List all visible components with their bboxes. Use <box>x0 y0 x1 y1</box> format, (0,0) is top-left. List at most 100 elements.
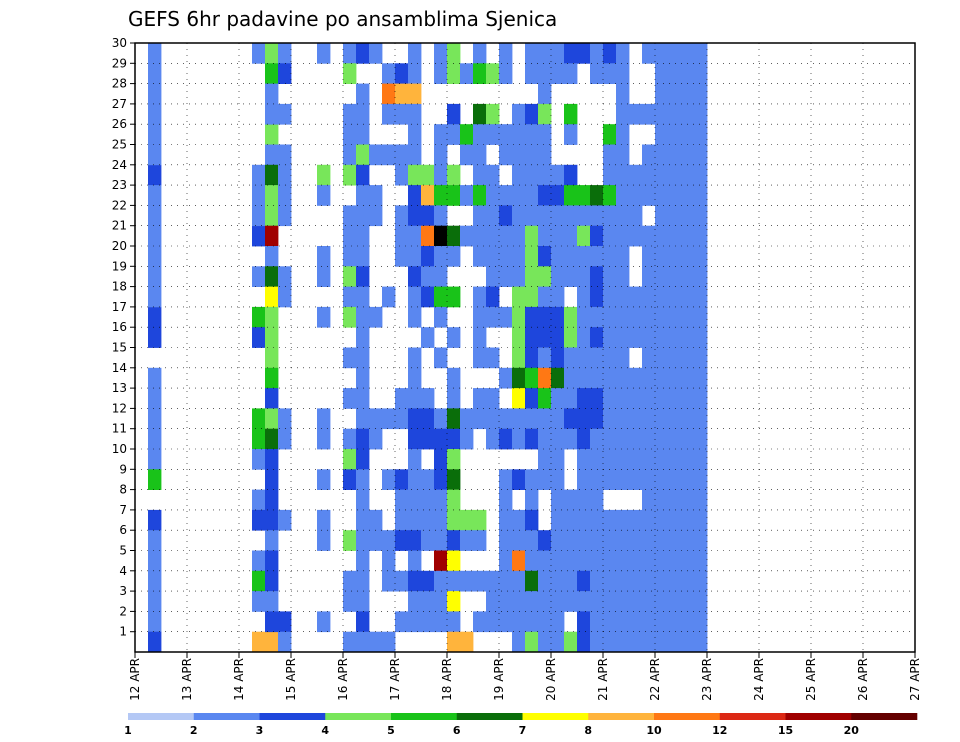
heatmap-cell <box>603 164 617 186</box>
heatmap-cell <box>343 388 357 409</box>
heatmap-cell <box>343 225 357 247</box>
x-tick-label: 14 APR <box>232 658 246 701</box>
heatmap-cell <box>317 469 331 490</box>
heatmap-cell <box>577 408 591 430</box>
heatmap-cell <box>356 43 370 64</box>
heatmap-cell <box>551 225 565 247</box>
heatmap-cell <box>408 185 422 206</box>
heatmap-cell <box>629 611 643 633</box>
heatmap-cell <box>642 327 656 348</box>
heatmap-cell <box>408 367 422 389</box>
heatmap-cell <box>317 611 331 633</box>
heatmap-cell <box>343 631 357 653</box>
heatmap-cell <box>421 570 435 592</box>
heatmap-cell <box>512 388 526 409</box>
heatmap-cell <box>577 225 591 247</box>
heatmap-cell <box>525 327 539 348</box>
heatmap-cell <box>655 306 669 328</box>
heatmap-cell <box>629 408 643 430</box>
heatmap-cell <box>590 347 604 369</box>
heatmap-cell <box>252 43 266 64</box>
x-axis-ticks: 12 APR 13 APR 14 APR 15 APR 16 APR 17 APR 18 A… <box>128 652 922 701</box>
heatmap-cell <box>382 83 396 105</box>
heatmap-cell <box>408 246 422 267</box>
heatmap-cell <box>668 286 682 308</box>
heatmap-cell <box>694 550 708 572</box>
heatmap-cell <box>538 388 552 409</box>
heatmap-cell <box>265 103 279 125</box>
heatmap-cell <box>564 428 578 450</box>
heatmap-cell <box>434 347 448 369</box>
heatmap-cell <box>590 63 604 84</box>
heatmap-cell <box>577 509 591 531</box>
heatmap-cell <box>551 63 565 84</box>
heatmap-cell <box>577 530 591 551</box>
heatmap-cell <box>681 449 695 470</box>
heatmap-cell <box>382 408 396 430</box>
heatmap-cell <box>434 550 448 572</box>
heatmap-cell <box>473 611 487 633</box>
heatmap-cell <box>655 205 669 227</box>
heatmap-cell <box>564 631 578 653</box>
heatmap-cell <box>551 509 565 531</box>
heatmap-cell <box>642 489 656 511</box>
heatmap-cell <box>278 509 292 531</box>
heatmap-cell <box>603 63 617 84</box>
heatmap-cell <box>642 428 656 450</box>
heatmap-cell <box>421 591 435 612</box>
x-tick-label: 20 APR <box>544 658 558 701</box>
grid-lines <box>135 43 915 652</box>
heatmap-cell <box>252 449 266 470</box>
heatmap-cell <box>486 408 500 430</box>
heatmap-cell <box>278 286 292 308</box>
heatmap-cell <box>486 611 500 633</box>
heatmap-cell <box>655 144 669 166</box>
heatmap-cell <box>655 550 669 572</box>
heatmap-cell <box>148 530 162 551</box>
heatmap-cell <box>616 144 630 166</box>
heatmap-cell <box>629 286 643 308</box>
heatmap-cell <box>616 591 630 612</box>
heatmap-cell <box>252 408 266 430</box>
heatmap-cell <box>512 103 526 125</box>
heatmap-cell <box>655 591 669 612</box>
heatmap-cell <box>148 469 162 490</box>
heatmap-cell <box>564 591 578 612</box>
heatmap-cell <box>668 428 682 450</box>
heatmap-cell <box>590 327 604 348</box>
heatmap-cell <box>252 164 266 186</box>
heatmap-cell <box>460 63 474 84</box>
heatmap-cell <box>590 205 604 227</box>
heatmap-cell <box>616 631 630 653</box>
heatmap-cell <box>538 185 552 206</box>
heatmap-cell <box>590 530 604 551</box>
heatmap-cell <box>434 530 448 551</box>
heatmap-cell <box>434 124 448 145</box>
heatmap-cell <box>694 388 708 409</box>
heatmap-cell <box>616 428 630 450</box>
heatmap-cell <box>655 367 669 389</box>
heatmap-cell <box>538 164 552 186</box>
heatmap-cell <box>499 469 513 490</box>
heatmap-cell <box>590 388 604 409</box>
heatmap-cell <box>629 367 643 389</box>
heatmap-cell <box>421 266 435 287</box>
heatmap-cell <box>408 225 422 247</box>
heatmap-cell <box>395 509 409 531</box>
heatmap-cell <box>590 225 604 247</box>
heatmap-cell <box>642 347 656 369</box>
heatmap-cell <box>629 530 643 551</box>
heatmap-cell <box>395 205 409 227</box>
heatmap-cell <box>265 570 279 592</box>
heatmap-cell <box>408 428 422 450</box>
heatmap-cell <box>499 43 513 64</box>
heatmap-cell <box>512 408 526 430</box>
heatmap-cell <box>317 164 331 186</box>
heatmap-cell <box>551 43 565 64</box>
heatmap-cell <box>564 43 578 64</box>
heatmap-cell <box>590 266 604 287</box>
heatmap-cell <box>447 286 461 308</box>
heatmap-cell <box>603 124 617 145</box>
heatmap-cell <box>148 591 162 612</box>
heatmap-cell <box>655 469 669 490</box>
